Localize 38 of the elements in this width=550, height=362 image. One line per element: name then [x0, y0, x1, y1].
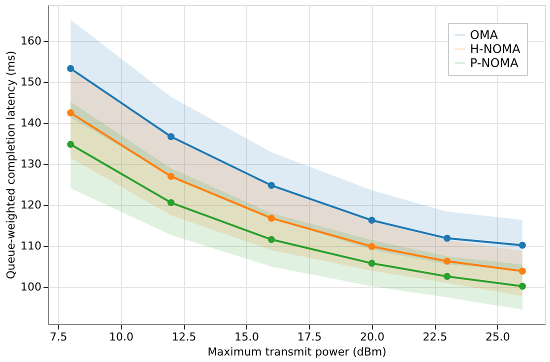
y-tick-label: 150 [20, 76, 42, 89]
point [67, 65, 74, 72]
x-tick-label: 20.0 [360, 330, 385, 344]
point [67, 109, 74, 116]
x-tick-label: 10.0 [109, 330, 134, 344]
point [67, 140, 74, 148]
x-tick-label: 12.5 [172, 330, 196, 344]
point [518, 268, 526, 275]
x-tick-label: 25.0 [486, 330, 510, 344]
point [518, 242, 526, 249]
y-tick-label: 130 [20, 158, 42, 171]
x-tick-label: 17.5 [297, 330, 322, 344]
y-tick-label: 160 [20, 34, 42, 48]
point [167, 199, 175, 206]
point [368, 242, 376, 250]
y-tick-label: 140 [20, 116, 42, 130]
x-tick-label: 15.0 [234, 330, 260, 344]
point [167, 172, 175, 180]
point [167, 133, 175, 140]
point [444, 234, 451, 242]
point [268, 182, 275, 189]
point [368, 216, 376, 224]
point [444, 272, 451, 280]
x-axis-title: Maximum transmit power (dBm) [208, 346, 386, 358]
legend-label: H-NOMA [470, 42, 522, 56]
x-tick-label: 7.5 [50, 330, 68, 344]
point [368, 260, 376, 267]
x-tick-label: 22.5 [422, 330, 448, 344]
point [444, 258, 451, 265]
y-tick-label: 100 [20, 280, 42, 294]
point [268, 236, 275, 244]
legend-label: P-NOMA [470, 56, 520, 70]
y-tick-label: 110 [20, 240, 42, 253]
y-tick-label: 120 [20, 198, 42, 212]
y-axis-title: Queue-weighted completion latency (ms) [4, 50, 18, 280]
point [268, 214, 275, 222]
point [518, 282, 526, 290]
legend-label: OMA [470, 28, 499, 42]
